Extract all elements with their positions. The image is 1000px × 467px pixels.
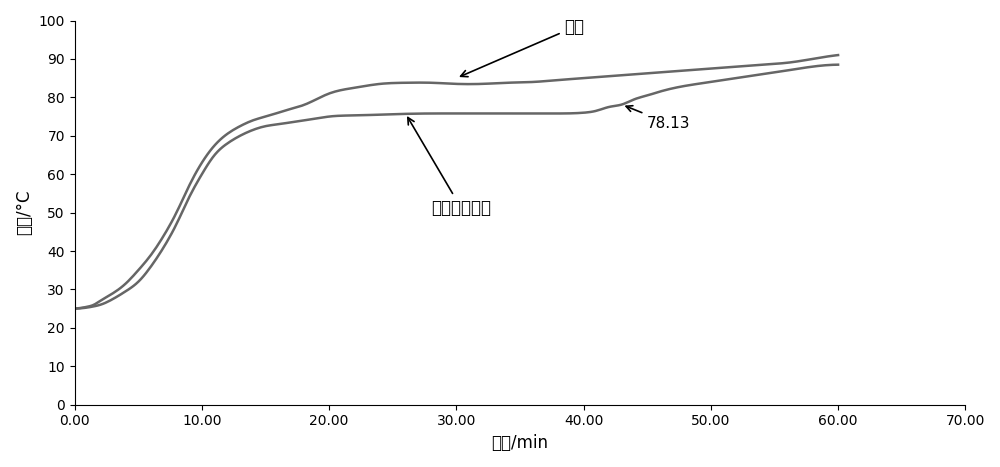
Text: 甘油: 甘油 <box>461 18 585 77</box>
X-axis label: 时间/min: 时间/min <box>491 434 548 452</box>
Y-axis label: 温度/°C: 温度/°C <box>15 190 33 235</box>
Text: 78.13: 78.13 <box>626 106 691 131</box>
Text: 八水氮氧化钓: 八水氮氧化钓 <box>408 118 491 217</box>
